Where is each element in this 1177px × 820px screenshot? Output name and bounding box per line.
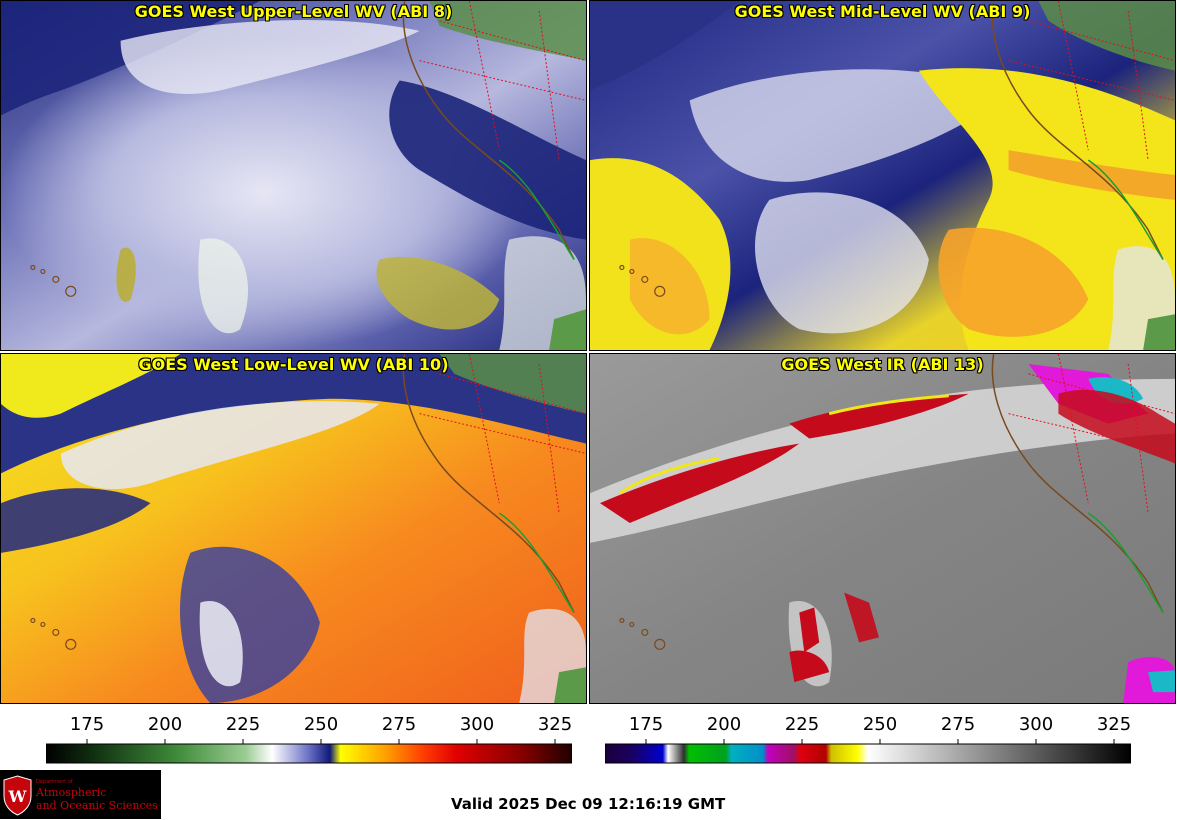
panel-infrared: GOES West IR (ABI 13) [589, 353, 1176, 704]
colorbar-tick-label: 175 [69, 714, 105, 735]
svg-text:W: W [8, 787, 28, 806]
colorbar-tick-label: 225 [225, 714, 261, 735]
panel-low-level-wv: GOES West Low-Level WV (ABI 10) [0, 353, 587, 704]
colorbar-tick-label: 325 [1096, 714, 1132, 735]
colorbar-tick-label: 200 [147, 714, 183, 735]
hawaii-outline [619, 617, 666, 650]
aos-logo: W Department of Atmospheric and Oceanic … [0, 770, 161, 819]
panel-mid-level-wv: GOES West Mid-Level WV (ABI 9) [589, 0, 1176, 351]
colorbar-tick-label: 225 [784, 714, 820, 735]
panel-title-infrared: GOES West IR (ABI 13) [781, 355, 984, 374]
panel-upper-level-wv: GOES West Upper-Level WV (ABI 8) [0, 0, 587, 351]
hawaii-outline [619, 264, 666, 297]
uw-crest-icon: W [3, 775, 32, 816]
valid-time-label: Valid 2025 Dec 09 12:16:19 GMT [451, 795, 726, 813]
panel-title-mid-level-wv: GOES West Mid-Level WV (ABI 9) [734, 2, 1031, 21]
hawaii-outline [30, 264, 77, 297]
colorbar-tick-label: 275 [940, 714, 976, 735]
ir-colorbar-bar [605, 739, 1131, 764]
colorbar-tick-label: 250 [303, 714, 339, 735]
logo-department-of: Department of [36, 779, 73, 785]
colorbar-tick-label: 325 [537, 714, 573, 735]
panel-title-low-level-wv: GOES West Low-Level WV (ABI 10) [138, 355, 449, 374]
wv-colorbar: 175 200 225 250 275 300 325 [46, 706, 572, 768]
upper-level-wv-image [1, 1, 586, 350]
wv-colorbar-bar [46, 739, 572, 764]
colorbar-tick-label: 250 [862, 714, 898, 735]
hawaii-outline [30, 617, 77, 650]
colorbar-tick-label: 200 [706, 714, 742, 735]
ir-colorbar: 175 200 225 250 275 300 325 [605, 706, 1131, 768]
low-level-wv-image [1, 354, 586, 703]
mid-level-wv-image [590, 1, 1175, 350]
logo-line-oceanic: and Oceanic Sciences [36, 799, 158, 812]
logo-line-atmospheric: Atmospheric [36, 786, 107, 799]
colorbar-tick-label: 175 [628, 714, 664, 735]
colorbar-tick-label: 300 [1018, 714, 1054, 735]
infrared-image [590, 354, 1175, 703]
colorbar-tick-label: 300 [459, 714, 495, 735]
panel-title-upper-level-wv: GOES West Upper-Level WV (ABI 8) [134, 2, 453, 21]
colorbar-tick-label: 275 [381, 714, 417, 735]
